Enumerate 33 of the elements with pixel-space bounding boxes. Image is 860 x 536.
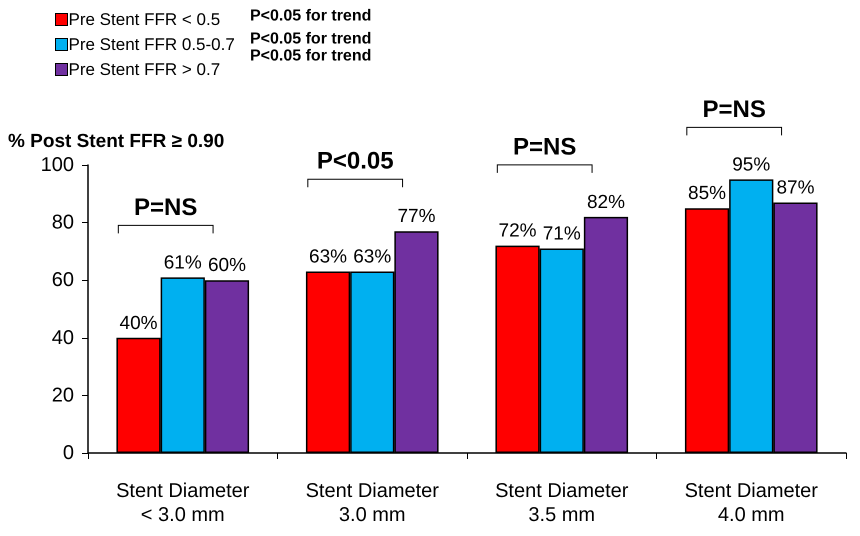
annotation: P=NS: [134, 194, 198, 221]
data-label: 61%: [164, 252, 202, 274]
y-tick-label: 100: [40, 154, 74, 176]
data-label: 63%: [309, 246, 348, 268]
data-label: 95%: [732, 154, 770, 176]
text: P<0.05 for trend: [250, 30, 372, 48]
text: P<0.05 for trend: [250, 8, 372, 24]
legend-label: Pre Stent FFR < 0.5: [68, 10, 220, 29]
data-label: 72%: [498, 220, 537, 242]
text: P=NS: [513, 133, 576, 160]
y-tick-label: 20: [52, 384, 74, 406]
x-tick-label: Stent Diameter 4.0 mm: [684, 480, 818, 526]
y-tick-label: 0: [62, 442, 74, 464]
data-label: 63%: [353, 246, 392, 268]
data-label: 82%: [586, 192, 626, 213]
y-axis-title: % Post Stent FFR ≥ 0.90: [8, 131, 224, 152]
data-label: 85%: [688, 183, 726, 204]
y-tick-label: 60: [52, 269, 74, 292]
legend-label: Pre Stent FFR 0.5-0.7: [68, 35, 235, 54]
annotation: P<0.05: [316, 148, 394, 175]
y-tick-label: 80: [52, 212, 74, 234]
text: P<0.05 for trend: [250, 48, 372, 64]
data-label: 40%: [120, 312, 158, 334]
text: P=NS: [702, 96, 766, 123]
data-label: 71%: [542, 224, 581, 245]
data-label: 60%: [208, 255, 246, 276]
data-label: 77%: [397, 206, 436, 228]
y-tick-label: 40: [52, 326, 74, 349]
data-label: 87%: [776, 177, 815, 198]
legend-label: Pre Stent FFR > 0.7: [68, 60, 220, 79]
x-tick-label: Stent Diameter 3.5 mm: [495, 480, 629, 526]
x-tick-label: Stent Diameter < 3.0 mm: [116, 480, 250, 526]
x-tick-label: Stent Diameter 3.0 mm: [306, 480, 440, 526]
